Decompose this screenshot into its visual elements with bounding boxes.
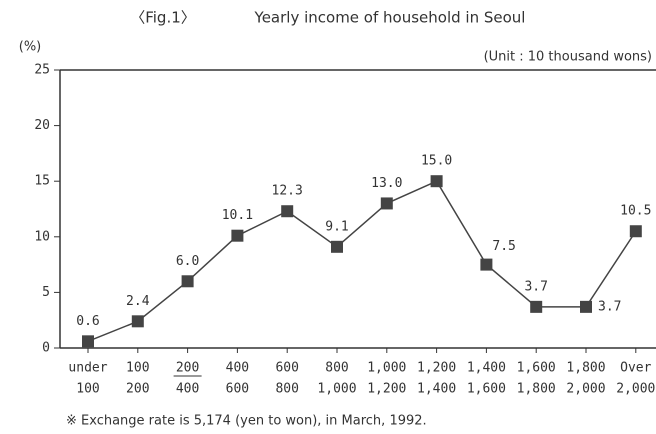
data-label: 10.1 — [222, 208, 253, 223]
marker — [82, 335, 94, 348]
y-tick-label: 20 — [34, 118, 50, 133]
y-axis-label: (%) — [19, 40, 42, 55]
data-label: 12.3 — [272, 184, 303, 199]
y-tick-label: 5 — [42, 285, 50, 300]
marker — [281, 205, 294, 218]
marker — [231, 229, 244, 242]
x-tick-label: 100 — [126, 361, 149, 376]
x-tick-label: 100 — [76, 382, 99, 397]
data-label: 3.7 — [598, 299, 621, 314]
marker — [331, 240, 343, 253]
marker — [131, 315, 144, 328]
marker — [380, 197, 393, 210]
marker — [530, 300, 543, 313]
x-tick-label: 1,400 — [467, 361, 506, 376]
marker — [430, 175, 443, 188]
data-label: 0.6 — [76, 314, 99, 329]
x-tick-label: 2,000 — [566, 382, 605, 397]
marker — [629, 225, 642, 238]
data-label: 10.5 — [620, 204, 651, 219]
x-tick-label: 600 — [226, 382, 249, 397]
data-label: 2.4 — [126, 294, 150, 309]
y-tick-label: 10 — [34, 229, 50, 244]
x-tick-label: 400 — [176, 382, 199, 397]
y-tick-label: 15 — [34, 174, 50, 189]
x-tick-label: under — [68, 361, 107, 376]
data-label: 3.7 — [524, 279, 547, 294]
footnote: ※ Exchange rate is 5,174 (yen to won), i… — [66, 414, 427, 429]
data-label: 9.1 — [325, 219, 348, 234]
x-tick-label: 200 — [126, 382, 149, 397]
x-tick-label: 600 — [275, 361, 298, 376]
chart-title: 〈Fig.1〉 — [130, 9, 196, 27]
x-tick-label: 1,400 — [417, 382, 456, 397]
x-tick-label: 200 — [176, 361, 199, 376]
x-tick-label: 1,800 — [517, 382, 556, 397]
marker — [580, 300, 592, 313]
x-tick-label: 1,200 — [367, 382, 406, 397]
marker — [181, 275, 194, 288]
x-tick-label: 1,000 — [317, 382, 356, 397]
x-tick-label: 400 — [226, 361, 249, 376]
marker — [480, 258, 493, 271]
x-tick-label: Over — [620, 361, 651, 376]
y-tick-label: 0 — [42, 341, 50, 356]
data-label: 6.0 — [176, 254, 199, 269]
chart-subtitle: Yearly income of household in Seoul — [254, 9, 526, 27]
y-tick-label: 25 — [34, 63, 50, 78]
x-tick-label: 1,600 — [517, 361, 556, 376]
unit-note: (Unit : 10 thousand wons) — [484, 50, 652, 65]
x-tick-label: 1,000 — [367, 361, 406, 376]
x-tick-label: 2,000 — [616, 382, 655, 397]
data-label: 15.0 — [421, 154, 452, 169]
x-tick-label: 800 — [275, 382, 298, 397]
x-tick-label: 1,800 — [566, 361, 605, 376]
x-tick-label: 800 — [325, 361, 348, 376]
data-label: 7.5 — [492, 239, 515, 254]
line — [87, 180, 637, 343]
x-tick-label: 1,200 — [417, 361, 456, 376]
data-label: 13.0 — [371, 176, 402, 191]
x-tick-label: 1,600 — [467, 382, 506, 397]
